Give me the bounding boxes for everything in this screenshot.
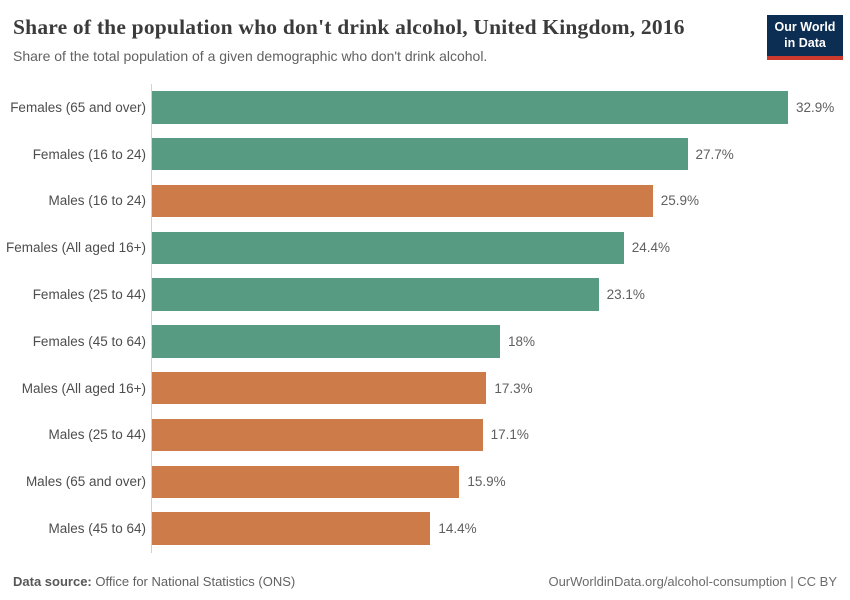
bar-male[interactable] — [152, 465, 460, 499]
chart-title: Share of the population who don't drink … — [13, 15, 685, 39]
bar-male[interactable] — [152, 512, 431, 545]
value-label: 15.9% — [467, 474, 506, 490]
bar-male[interactable] — [152, 371, 487, 405]
chart-row: Females (25 to 44) 23.1% — [0, 271, 850, 318]
y-axis-line — [151, 84, 152, 553]
bar-female[interactable] — [152, 325, 500, 358]
category-label: Males (25 to 44) — [48, 427, 146, 443]
data-source-value: Office for National Statistics (ONS) — [95, 574, 296, 589]
chart-row: Males (45 to 64) 14.4% — [0, 505, 850, 552]
chart-header: Share of the population who don't drink … — [0, 0, 850, 64]
value-label: 25.9% — [660, 193, 699, 209]
chart-row: Females (16 to 24) 27.7% — [0, 131, 850, 178]
data-source: Data source: Office for National Statist… — [13, 574, 295, 589]
category-label: Females (45 to 64) — [32, 333, 146, 349]
chart-row: Males (65 and over) 15.9% — [0, 458, 850, 505]
category-label: Females (65 and over) — [10, 99, 146, 115]
owid-logo-line1: Our World — [774, 20, 836, 34]
value-label: 17.3% — [494, 380, 533, 396]
bar-male[interactable] — [152, 184, 653, 218]
bar-zone: 25.9% — [152, 184, 699, 218]
bar-zone: 32.9% — [152, 91, 834, 124]
bar-chart: Females (65 and over) 32.9% Females (16 to… — [0, 84, 850, 552]
bar-zone: 17.3% — [152, 371, 533, 405]
chart-footer: Data source: Office for National Statist… — [13, 574, 837, 589]
category-label: Males (16 to 24) — [48, 193, 146, 209]
chart-row: Females (65 and over) 32.9% — [0, 84, 850, 131]
bar-female[interactable] — [152, 231, 624, 265]
value-label: 14.4% — [438, 521, 477, 537]
chart-row: Males (All aged 16+) 17.3% — [0, 365, 850, 412]
chart-row: Males (16 to 24) 25.9% — [0, 178, 850, 225]
owid-logo[interactable]: Our World in Data — [767, 15, 843, 61]
chart-subtitle: Share of the total population of a given… — [13, 48, 488, 64]
bar-zone: 15.9% — [152, 465, 506, 499]
bar-male[interactable] — [152, 418, 483, 452]
value-label: 27.7% — [695, 146, 734, 162]
owid-credit-link[interactable]: OurWorldinData.org/alcohol-consumption |… — [548, 574, 837, 589]
category-label: Males (45 to 64) — [48, 521, 146, 537]
chart-row: Females (45 to 64) 18% — [0, 318, 850, 365]
category-label: Females (16 to 24) — [32, 146, 146, 162]
chart-row: Males (25 to 44) 17.1% — [0, 412, 850, 459]
bar-zone: 23.1% — [152, 278, 645, 311]
value-label: 18% — [508, 333, 536, 349]
bar-female[interactable] — [152, 137, 688, 171]
chart-row: Females (All aged 16+) 24.4% — [0, 224, 850, 271]
bar-zone: 17.1% — [152, 418, 529, 452]
bar-zone: 14.4% — [152, 512, 477, 545]
category-label: Males (All aged 16+) — [21, 380, 146, 396]
category-label: Males (65 and over) — [25, 474, 146, 490]
value-label: 17.1% — [490, 427, 529, 443]
category-label: Females (All aged 16+) — [6, 240, 146, 256]
bar-female[interactable] — [152, 91, 788, 124]
bar-zone: 18% — [152, 325, 535, 358]
bar-zone: 24.4% — [152, 231, 670, 265]
category-label: Females (25 to 44) — [32, 287, 146, 303]
value-label: 32.9% — [796, 99, 835, 115]
data-source-label: Data source: — [13, 574, 92, 589]
value-label: 24.4% — [631, 240, 670, 256]
value-label: 23.1% — [606, 287, 645, 303]
owid-logo-line2: in Data — [784, 35, 826, 50]
bar-zone: 27.7% — [152, 137, 734, 171]
bar-female[interactable] — [152, 278, 599, 311]
